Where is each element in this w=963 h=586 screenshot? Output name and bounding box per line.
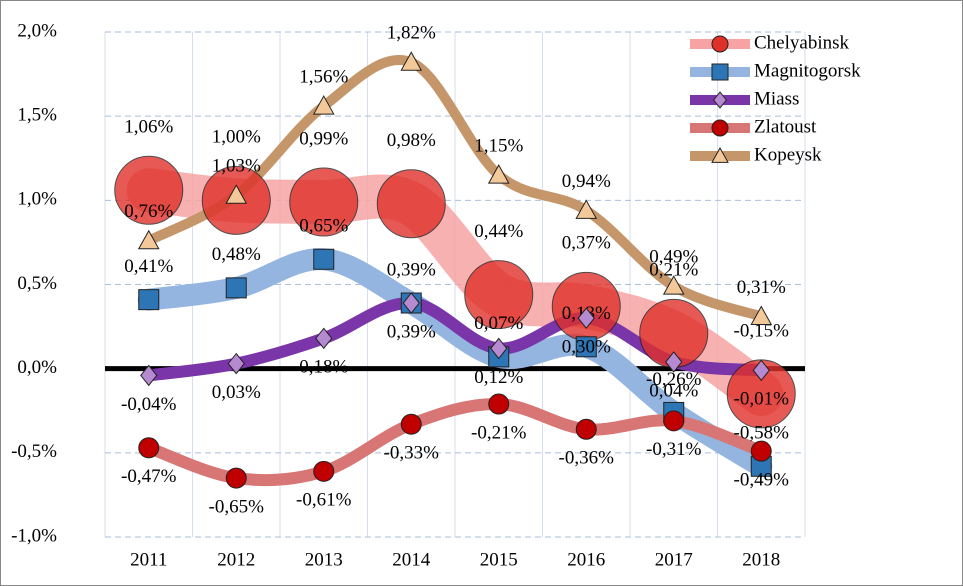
data-label: 0,37% (562, 233, 611, 254)
data-label: 1,06% (124, 117, 173, 138)
legend-label: Zlatoust (754, 116, 817, 137)
marker (665, 351, 683, 373)
data-label: -0,31% (646, 439, 702, 460)
marker (575, 336, 597, 358)
data-label: -0,36% (559, 448, 615, 469)
data-label: 0,39% (387, 259, 436, 280)
data-label: 0,18% (299, 357, 348, 378)
x-tick-label: 2015 (480, 549, 518, 570)
y-tick-label: 1,5% (17, 105, 57, 126)
marker (488, 393, 510, 415)
data-label: -0,26% (646, 369, 702, 390)
marker (490, 337, 508, 360)
legend-marker (712, 91, 728, 109)
data-label: -0,47% (121, 466, 177, 487)
legend-label: Chelyabinsk (754, 32, 849, 53)
marker (138, 437, 160, 459)
marker (376, 169, 446, 239)
marker (225, 467, 247, 489)
marker (663, 410, 685, 432)
y-tick-label: -0,5% (11, 441, 57, 462)
marker (575, 418, 597, 440)
data-label: 0,48% (212, 244, 261, 265)
marker (487, 164, 510, 184)
data-label: 0,39% (387, 321, 436, 342)
marker (752, 359, 770, 382)
data-label: -0,65% (209, 496, 265, 517)
data-label: 0,21% (649, 260, 698, 281)
marker (225, 277, 247, 299)
data-label: 1,56% (299, 66, 348, 87)
x-tick-label: 2011 (130, 549, 167, 570)
data-label: 0,98% (387, 130, 436, 151)
x-tick-label: 2018 (742, 549, 780, 570)
marker (662, 275, 685, 295)
x-tick-label: 2013 (305, 549, 343, 570)
marker (464, 260, 534, 330)
data-label: -0,33% (384, 443, 440, 464)
marker (750, 440, 772, 462)
y-tick-label: 1,0% (17, 189, 57, 210)
data-label: 0,49% (649, 247, 698, 268)
data-label: 1,03% (212, 156, 261, 177)
data-label: -0,04% (121, 394, 177, 415)
marker (137, 229, 160, 250)
legend-label: Magnitogorsk (754, 60, 861, 81)
marker (289, 167, 359, 237)
data-label: -0,15% (734, 320, 790, 341)
marker (315, 327, 333, 350)
data-label: -0,49% (734, 470, 790, 491)
data-label: -0,01% (734, 389, 790, 410)
data-label: 1,00% (212, 127, 261, 148)
legend-marker (711, 119, 729, 137)
data-label: 0,41% (124, 256, 173, 277)
y-tick-label: 2,0% (17, 20, 57, 41)
legend-marker (711, 35, 729, 53)
x-tick-label: 2016 (567, 549, 605, 570)
y-tick-label: 0,5% (17, 273, 57, 294)
y-tick-label: -1,0% (11, 525, 57, 546)
data-label: 0,31% (737, 277, 786, 298)
data-label: 0,30% (562, 337, 611, 358)
x-tick-label: 2012 (217, 549, 255, 570)
data-label: 0,03% (212, 382, 261, 403)
data-label: 0,07% (474, 313, 523, 334)
x-tick-label: 2014 (392, 549, 431, 570)
data-label: 0,99% (299, 128, 348, 149)
marker (577, 307, 595, 329)
x-tick-label: 2017 (655, 549, 693, 570)
marker (140, 364, 158, 387)
data-label: 0,65% (299, 216, 348, 237)
legend-marker (711, 63, 729, 81)
marker (114, 155, 184, 225)
data-label: 0,94% (562, 171, 611, 192)
data-label: -0,61% (296, 490, 352, 511)
marker (575, 199, 598, 219)
marker (750, 305, 773, 325)
data-label: -0,21% (471, 422, 527, 443)
data-label: 0,44% (474, 221, 523, 242)
marker (400, 51, 423, 71)
marker (138, 289, 160, 311)
marker (400, 413, 422, 435)
data-label: 0,12% (474, 367, 523, 388)
data-label: 1,82% (387, 23, 436, 44)
data-label: 0,04% (649, 380, 698, 401)
marker (313, 248, 335, 270)
data-label: 1,15% (474, 135, 523, 156)
data-label: -0,58% (734, 423, 790, 444)
y-tick-label: 0,0% (17, 357, 57, 378)
legend-label: Kopeysk (754, 144, 822, 165)
legend-label: Miass (754, 88, 799, 109)
marker (227, 352, 245, 375)
marker (225, 184, 248, 204)
legend-marker (711, 146, 729, 163)
marker (402, 292, 420, 314)
marker (312, 95, 335, 115)
data-label: 0,76% (124, 201, 173, 222)
marker (313, 460, 335, 482)
